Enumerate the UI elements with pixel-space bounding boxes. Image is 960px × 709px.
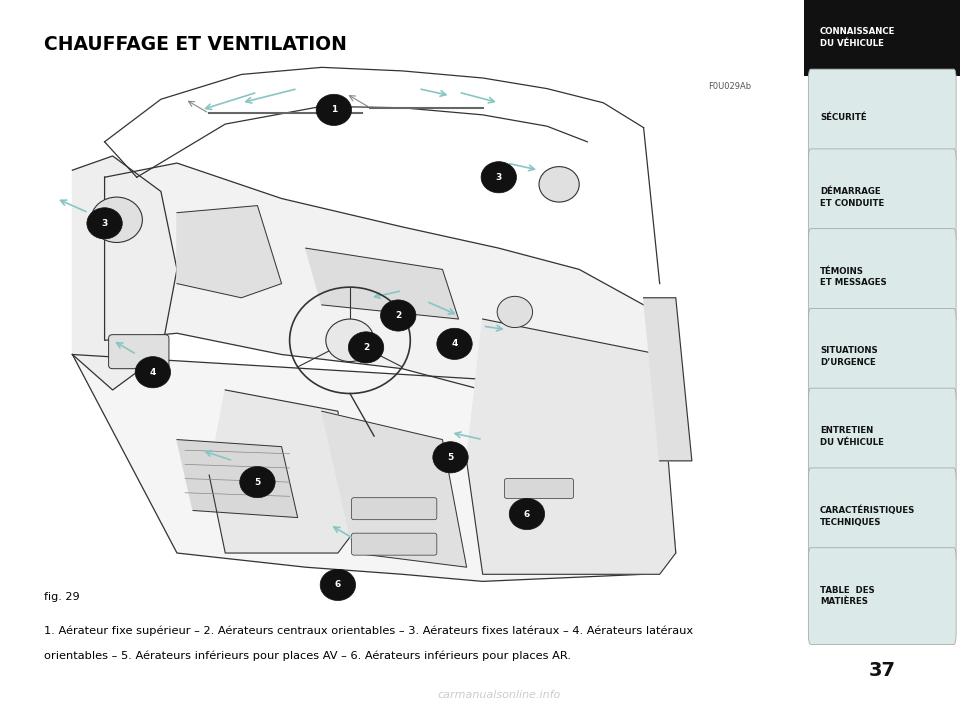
Text: SÉCURITÉ: SÉCURITÉ <box>820 113 867 122</box>
Text: 5: 5 <box>254 478 260 486</box>
Circle shape <box>539 167 579 202</box>
Polygon shape <box>467 319 676 574</box>
Text: fig. 29: fig. 29 <box>44 592 80 602</box>
FancyBboxPatch shape <box>808 389 956 485</box>
Polygon shape <box>177 440 298 518</box>
FancyBboxPatch shape <box>808 547 956 644</box>
Text: TÉMOINS
ET MESSAGES: TÉMOINS ET MESSAGES <box>820 267 887 287</box>
Circle shape <box>87 208 122 239</box>
Text: CHAUFFAGE ET VENTILATION: CHAUFFAGE ET VENTILATION <box>44 35 348 55</box>
Text: CARACTÉRISTIQUES
TECHNIQUES: CARACTÉRISTIQUES TECHNIQUES <box>820 506 916 527</box>
Text: 2: 2 <box>363 343 370 352</box>
Text: SITUATIONS
D’URGENCE: SITUATIONS D’URGENCE <box>820 347 877 367</box>
FancyBboxPatch shape <box>804 0 960 76</box>
Circle shape <box>316 94 351 125</box>
Circle shape <box>497 296 533 328</box>
Text: 1: 1 <box>331 106 337 114</box>
Text: F0U029Ab: F0U029Ab <box>708 82 751 91</box>
Text: 2: 2 <box>396 311 401 320</box>
Text: 5: 5 <box>447 453 454 462</box>
Text: 6: 6 <box>335 581 341 589</box>
Polygon shape <box>72 354 676 581</box>
Polygon shape <box>643 298 692 461</box>
FancyBboxPatch shape <box>504 479 573 498</box>
Circle shape <box>348 332 384 363</box>
Polygon shape <box>105 163 660 411</box>
Circle shape <box>135 357 171 388</box>
Text: 1. Aérateur fixe supérieur – 2. Aérateurs centraux orientables – 3. Aérateurs fi: 1. Aérateur fixe supérieur – 2. Aérateur… <box>44 625 693 636</box>
FancyBboxPatch shape <box>808 308 956 405</box>
Polygon shape <box>72 156 177 390</box>
Text: 3: 3 <box>495 173 502 182</box>
Circle shape <box>325 319 374 362</box>
FancyBboxPatch shape <box>108 335 169 369</box>
Text: 3: 3 <box>102 219 108 228</box>
Text: 37: 37 <box>869 661 896 679</box>
Text: DÉMARRAGE
ET CONDUITE: DÉMARRAGE ET CONDUITE <box>820 187 884 208</box>
FancyBboxPatch shape <box>351 498 437 520</box>
Text: ENTRETIEN
DU VÉHICULE: ENTRETIEN DU VÉHICULE <box>820 426 884 447</box>
FancyBboxPatch shape <box>808 468 956 564</box>
Polygon shape <box>209 390 354 553</box>
Circle shape <box>321 569 355 601</box>
Text: carmanualsonline.info: carmanualsonline.info <box>437 691 561 700</box>
Circle shape <box>240 467 276 498</box>
Text: TABLE  DES
MATIÈRES: TABLE DES MATIÈRES <box>820 586 875 606</box>
Polygon shape <box>322 411 467 567</box>
FancyBboxPatch shape <box>351 533 437 555</box>
FancyBboxPatch shape <box>808 149 956 246</box>
Polygon shape <box>305 248 459 319</box>
Text: orientables – 5. Aérateurs inférieurs pour places AV – 6. Aérateurs inférieurs p: orientables – 5. Aérateurs inférieurs po… <box>44 651 571 661</box>
Text: 6: 6 <box>524 510 530 518</box>
Circle shape <box>437 328 472 359</box>
Text: 4: 4 <box>150 368 156 376</box>
Circle shape <box>509 498 544 530</box>
Circle shape <box>91 197 142 242</box>
Circle shape <box>481 162 516 193</box>
FancyBboxPatch shape <box>808 69 956 166</box>
Circle shape <box>433 442 468 473</box>
Text: 4: 4 <box>451 340 458 348</box>
Circle shape <box>380 300 416 331</box>
Text: CONNAISSANCE
DU VÉHICULE: CONNAISSANCE DU VÉHICULE <box>820 28 896 48</box>
Polygon shape <box>177 206 281 298</box>
FancyBboxPatch shape <box>808 228 956 325</box>
